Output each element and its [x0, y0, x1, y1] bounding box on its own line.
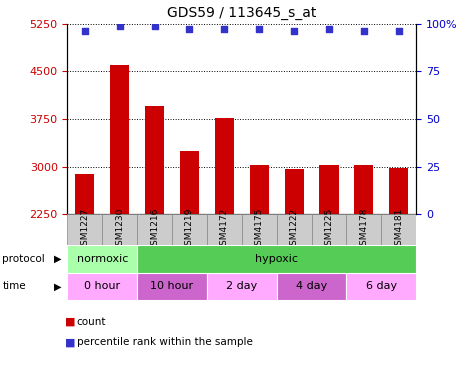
Text: GSM4172: GSM4172: [220, 208, 229, 251]
Point: [81, 29, 88, 34]
Text: 2 day: 2 day: [226, 281, 258, 291]
Point: [360, 29, 367, 34]
Bar: [137, 273, 207, 300]
Bar: [102, 214, 137, 245]
Point: [255, 27, 263, 33]
Bar: [277, 214, 312, 245]
Text: GSM4175: GSM4175: [255, 208, 264, 251]
Point: [151, 23, 158, 29]
Text: 6 day: 6 day: [366, 281, 397, 291]
Bar: [389, 168, 408, 214]
Bar: [381, 214, 416, 245]
Text: GSM4178: GSM4178: [359, 208, 368, 251]
Bar: [346, 273, 416, 300]
Text: GSM1216: GSM1216: [150, 208, 159, 251]
Point: [116, 23, 123, 29]
Text: hypoxic: hypoxic: [255, 254, 298, 264]
Point: [395, 29, 402, 34]
Bar: [75, 174, 94, 214]
Text: time: time: [2, 281, 26, 291]
Point: [186, 27, 193, 33]
Bar: [285, 169, 304, 214]
Text: 10 hour: 10 hour: [151, 281, 193, 291]
Bar: [180, 151, 199, 214]
Bar: [354, 165, 373, 214]
Text: ▶: ▶: [53, 281, 61, 291]
Title: GDS59 / 113645_s_at: GDS59 / 113645_s_at: [167, 6, 317, 20]
Text: normoxic: normoxic: [77, 254, 128, 264]
Bar: [137, 245, 416, 273]
Bar: [67, 273, 137, 300]
Bar: [250, 165, 269, 214]
Bar: [215, 118, 234, 214]
Bar: [312, 214, 346, 245]
Bar: [207, 214, 242, 245]
Bar: [110, 65, 129, 214]
Point: [290, 29, 298, 34]
Text: GSM1222: GSM1222: [290, 208, 299, 251]
Text: GSM1219: GSM1219: [185, 208, 194, 251]
Text: 0 hour: 0 hour: [84, 281, 120, 291]
Text: ▶: ▶: [53, 254, 61, 264]
Bar: [67, 214, 102, 245]
Bar: [277, 273, 346, 300]
Text: GSM4181: GSM4181: [394, 208, 403, 251]
Bar: [346, 214, 381, 245]
Text: count: count: [77, 317, 106, 327]
Text: ■: ■: [65, 317, 76, 327]
Bar: [319, 165, 339, 214]
Text: GSM1225: GSM1225: [325, 208, 333, 251]
Text: percentile rank within the sample: percentile rank within the sample: [77, 337, 252, 347]
Point: [326, 27, 333, 33]
Text: protocol: protocol: [2, 254, 45, 264]
Text: ■: ■: [65, 337, 76, 347]
Bar: [145, 106, 164, 214]
Bar: [137, 214, 172, 245]
Text: GSM1230: GSM1230: [115, 208, 124, 251]
Text: GSM1227: GSM1227: [80, 208, 89, 251]
Text: 4 day: 4 day: [296, 281, 327, 291]
Bar: [172, 214, 207, 245]
Bar: [242, 214, 277, 245]
Bar: [207, 273, 277, 300]
Bar: [67, 245, 137, 273]
Point: [220, 27, 228, 33]
